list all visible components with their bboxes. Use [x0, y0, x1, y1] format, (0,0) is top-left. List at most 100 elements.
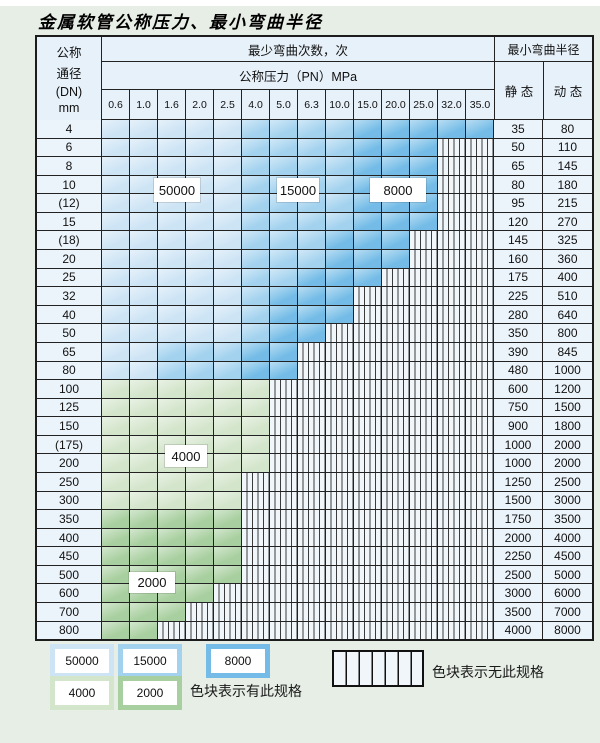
spec-cell [354, 212, 382, 231]
table-row: 800 4000 8000 [37, 621, 592, 640]
no-spec-cell [298, 398, 326, 417]
no-spec-cell [298, 380, 326, 398]
spec-cell [242, 138, 270, 157]
no-spec-cell [410, 398, 438, 417]
spec-cell [326, 212, 354, 231]
no-spec-cell [298, 565, 326, 584]
pressure-col-header: 15.0 [354, 90, 382, 119]
no-spec-cell [270, 565, 298, 584]
static-radius-cell: 1500 [494, 491, 543, 510]
no-spec-cell [466, 268, 494, 287]
spec-cell [298, 268, 326, 287]
spec-cell [130, 342, 158, 361]
table-row: 350 1750 3500 [37, 510, 592, 529]
static-radius-cell: 390 [494, 342, 543, 361]
no-spec-cell [466, 491, 494, 510]
no-spec-cell [354, 305, 382, 324]
spec-cell [158, 120, 186, 138]
spec-cell [214, 380, 242, 398]
no-spec-cell [326, 584, 354, 603]
spec-cell [326, 138, 354, 157]
spec-cell [214, 194, 242, 212]
spec-cell [242, 380, 270, 398]
spec-cell [242, 454, 270, 472]
no-spec-cell [270, 417, 298, 435]
table-row: 450 2250 4500 [37, 547, 592, 566]
spec-cell [130, 268, 158, 287]
legend-swatch: 8000 [206, 644, 270, 678]
table-row: 6 50 110 [37, 138, 592, 158]
no-spec-cell [326, 528, 354, 547]
spec-cell [242, 435, 270, 454]
region-cycle-label: 2000 [129, 572, 175, 593]
spec-cell [270, 212, 298, 231]
no-spec-cell [270, 621, 298, 640]
no-spec-cell [326, 510, 354, 528]
region-cycle-label: 50000 [154, 178, 200, 202]
no-spec-cell [382, 584, 410, 603]
no-spec-cell [438, 361, 466, 380]
dn-cell: 350 [37, 510, 102, 528]
no-spec-cell [270, 603, 298, 621]
spec-cell [214, 268, 242, 287]
pressure-col-header: 20.0 [382, 90, 410, 119]
pressure-col-header: 0.6 [102, 90, 130, 119]
spec-cell [242, 324, 270, 342]
page-top-strip [0, 0, 600, 6]
no-spec-cell [438, 584, 466, 603]
table-row: 300 1500 3000 [37, 491, 592, 511]
spec-cell [242, 157, 270, 175]
no-spec-cell [382, 268, 410, 287]
spec-cell [242, 194, 270, 212]
no-spec-cell [354, 603, 382, 621]
static-radius-cell: 750 [494, 398, 543, 417]
spec-cell [214, 361, 242, 380]
static-radius-cell: 160 [494, 250, 543, 268]
static-radius-cell: 480 [494, 361, 543, 380]
no-spec-cell [410, 528, 438, 547]
spec-cell [242, 417, 270, 435]
spec-cell [102, 231, 130, 250]
no-spec-cell [298, 491, 326, 510]
table-row: 500 2500 5000 [37, 565, 592, 585]
spec-cell [158, 250, 186, 268]
no-spec-cell [410, 472, 438, 491]
no-spec-cell [466, 621, 494, 640]
no-spec-cell [466, 584, 494, 603]
spec-cell [186, 157, 214, 175]
no-spec-cell [242, 472, 270, 491]
static-radius-cell: 2250 [494, 547, 543, 565]
no-spec-cell [466, 212, 494, 231]
spec-cell [242, 305, 270, 324]
no-spec-cell [466, 417, 494, 435]
no-spec-cell [466, 528, 494, 547]
dn-cell: (175) [37, 435, 102, 454]
no-spec-cell [270, 380, 298, 398]
table-row: 32 225 510 [37, 287, 592, 306]
no-spec-cell [242, 584, 270, 603]
pressure-col-header: 1.0 [130, 90, 158, 119]
spec-cell [186, 342, 214, 361]
table-row: (175) 1000 2000 [37, 435, 592, 455]
no-spec-cell [354, 342, 382, 361]
spec-cell [214, 435, 242, 454]
no-spec-cell [466, 510, 494, 528]
no-spec-cell [298, 472, 326, 491]
spec-cell [130, 175, 158, 194]
dn-cell: 200 [37, 454, 102, 472]
no-spec-cell [242, 565, 270, 584]
spec-cell [410, 157, 438, 175]
spec-cell [130, 547, 158, 565]
spec-cell [102, 510, 130, 528]
no-spec-cell [186, 621, 214, 640]
no-spec-cell [354, 324, 382, 342]
no-spec-cell [410, 250, 438, 268]
legend-swatch: 50000 [50, 644, 114, 678]
spec-cell [102, 491, 130, 510]
no-spec-cell [382, 435, 410, 454]
spec-cell [158, 491, 186, 510]
static-radius-cell: 2500 [494, 565, 543, 584]
spec-cell [382, 157, 410, 175]
no-spec-cell [438, 621, 466, 640]
spec-cell [186, 565, 214, 584]
